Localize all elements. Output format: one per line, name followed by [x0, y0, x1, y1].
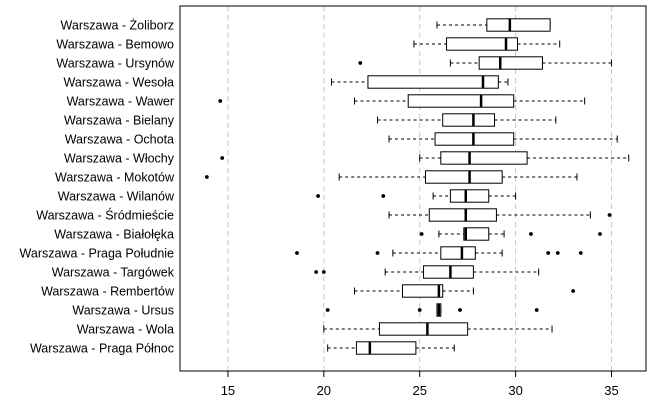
box-group — [388, 132, 618, 146]
x-tick-label: 35 — [604, 383, 618, 398]
outlier-point — [295, 251, 299, 255]
outlier-point — [571, 289, 576, 293]
outlier-point — [546, 251, 551, 255]
outlier-point — [321, 270, 326, 274]
outlier-point — [555, 251, 560, 255]
box — [440, 246, 476, 260]
box-group — [388, 208, 612, 222]
x-tick-label: 30 — [508, 383, 522, 398]
outlier-point — [314, 270, 319, 274]
box-group — [358, 56, 612, 70]
box — [486, 18, 551, 32]
box-group — [377, 113, 557, 127]
box — [423, 265, 474, 279]
grid-lines — [227, 6, 612, 371]
category-label: Warszawa - Praga Południe — [20, 247, 175, 261]
outlier-point — [218, 99, 223, 103]
outlier-point — [220, 156, 225, 160]
box-group — [218, 94, 586, 108]
x-axis: 15 20 25 30 35 — [221, 370, 619, 398]
category-label: Warszawa - Targówek — [52, 266, 175, 280]
box — [478, 56, 543, 70]
plot-frame — [179, 5, 647, 372]
category-labels: Warszawa - Żoliborz Warszawa - Bemowo Wars… — [20, 19, 175, 356]
category-label: Warszawa - Wawer — [67, 95, 174, 109]
box — [446, 37, 519, 51]
category-label: Warszawa - Ursus — [72, 304, 174, 318]
outlier-point — [417, 308, 422, 312]
category-label: Warszawa - Rembertów — [41, 285, 175, 299]
box — [355, 341, 417, 355]
category-label: Warszawa - Bielany — [64, 114, 175, 128]
category-label: Warszawa - Ochota — [65, 133, 174, 147]
box-group — [419, 227, 602, 241]
x-tick-label: 25 — [412, 383, 426, 398]
box-group — [327, 341, 455, 355]
box-group — [204, 170, 578, 184]
box-group — [413, 37, 561, 51]
outlier-point — [607, 213, 612, 217]
box-group — [220, 151, 630, 165]
box-group — [436, 18, 551, 32]
category-label: Warszawa - Wola — [77, 323, 174, 337]
category-label: Warszawa - Włochy — [64, 152, 175, 166]
x-tick-label: 15 — [221, 383, 235, 398]
category-label: Warszawa - Śródmieście — [36, 208, 174, 223]
outlier-point — [325, 308, 330, 312]
outlier-point — [358, 61, 363, 65]
box-group — [325, 303, 539, 317]
category-label: Warszawa - Żoliborz — [61, 19, 174, 33]
category-label: Warszawa - Praga Północ — [30, 342, 174, 356]
box-group — [316, 189, 517, 203]
box — [428, 208, 497, 222]
box — [378, 322, 469, 336]
outlier-point — [204, 175, 209, 179]
box-group — [323, 322, 553, 336]
box — [449, 189, 490, 203]
boxes — [204, 18, 630, 355]
outlier-point — [578, 251, 583, 255]
box-group — [295, 246, 583, 260]
x-tick-label: 20 — [317, 383, 331, 398]
category-label: Warszawa - Wesoła — [64, 76, 174, 90]
category-label: Warszawa - Mokotów — [55, 171, 175, 185]
outlier-point — [419, 232, 424, 236]
box — [440, 151, 528, 165]
category-label: Warszawa - Bemowo — [56, 38, 174, 52]
box-group — [314, 265, 540, 279]
box — [401, 284, 444, 298]
box — [407, 94, 515, 108]
box — [424, 170, 503, 184]
box-group — [354, 284, 576, 298]
outlier-point — [598, 232, 602, 236]
outlier-point — [534, 308, 539, 312]
outlier-point — [458, 308, 462, 312]
category-label: Warszawa - Ursynów — [56, 57, 175, 71]
box — [442, 113, 496, 127]
category-label: Warszawa - Wilanów — [58, 190, 175, 204]
outlier-point — [375, 251, 380, 255]
outlier-point — [381, 194, 386, 198]
category-label: Warszawa - Białołęka — [54, 228, 174, 242]
box — [367, 75, 499, 89]
outlier-point — [316, 194, 320, 198]
box-group — [330, 75, 509, 89]
box — [463, 227, 490, 241]
outlier-point — [529, 232, 533, 236]
